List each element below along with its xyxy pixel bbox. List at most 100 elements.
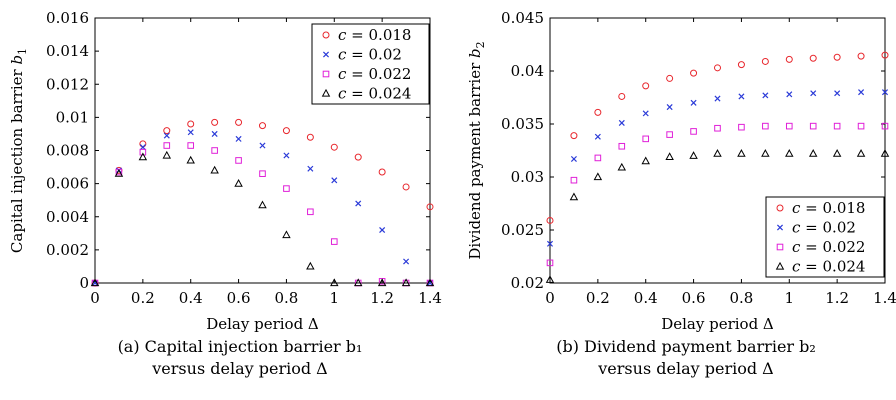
data-point [594, 108, 602, 116]
data-point [666, 104, 673, 111]
x-axis-label: Delay period Δ [206, 315, 319, 333]
data-point [186, 155, 195, 164]
data-point [425, 278, 435, 287]
data-point [379, 226, 386, 234]
series-1 [91, 129, 434, 287]
data-point [833, 53, 841, 61]
data-point [259, 122, 266, 130]
data-point [690, 128, 697, 135]
y-tick-label: 0.002 [46, 241, 89, 259]
data-point [307, 165, 314, 172]
y-tick-label: 0.02 [511, 274, 544, 292]
legend-entry-label: c = 0.022 [792, 238, 865, 256]
y-tick-label: 0.01 [56, 108, 89, 126]
y-tick-label: 0.035 [501, 115, 544, 133]
data-point [785, 149, 794, 157]
x-tick-label: 0.8 [729, 289, 753, 307]
x-tick-label: 0.6 [227, 289, 251, 307]
data-point [187, 142, 195, 149]
data-point [546, 259, 554, 267]
legend-marker [776, 204, 784, 212]
data-point [690, 69, 698, 77]
x-tick-label: 1.4 [873, 289, 896, 307]
data-point [162, 150, 172, 159]
legend-marker [776, 224, 784, 231]
legend-box [311, 23, 430, 105]
x-tick-label: 1.2 [370, 289, 394, 307]
legend-marker [321, 88, 331, 97]
legend-entry-label: c = 0.02 [338, 46, 402, 64]
data-point [570, 176, 578, 184]
data-point [569, 192, 579, 201]
x-tick-label: 0 [545, 289, 555, 307]
data-point [761, 149, 770, 157]
data-point [546, 240, 554, 247]
x-tick-label: 1 [785, 289, 795, 307]
y-axis-label: Capital injection barrier b1 [8, 48, 29, 253]
data-point [618, 92, 626, 100]
data-point [856, 149, 866, 157]
data-point [211, 147, 218, 154]
y-tick-label: 0 [79, 274, 89, 292]
data-point [641, 156, 650, 165]
data-point [331, 177, 338, 184]
data-point [617, 162, 627, 171]
y-tick-label: 0.006 [46, 175, 89, 193]
data-point [714, 124, 721, 132]
data-point [307, 208, 314, 216]
data-point [403, 258, 410, 265]
data-point [713, 149, 722, 157]
data-point [402, 183, 410, 191]
y-tick-label: 0.012 [46, 75, 89, 93]
legend-marker [322, 70, 330, 78]
y-tick-label: 0.014 [46, 42, 89, 60]
data-point [210, 165, 219, 174]
legend-entry-label: c = 0.02 [792, 219, 856, 237]
data-point [235, 118, 243, 126]
y-tick-label: 0.045 [501, 9, 544, 27]
data-point [211, 130, 218, 137]
caption-b: (b) Dividend payment barrier b₂ versus d… [486, 336, 886, 380]
data-point [187, 120, 195, 128]
legend-box [765, 196, 885, 278]
data-point [282, 230, 291, 239]
data-point [618, 119, 625, 126]
data-point [330, 143, 338, 151]
data-point [138, 152, 148, 161]
y-tick-label: 0.008 [46, 142, 89, 160]
data-point [355, 200, 362, 207]
data-point [737, 61, 745, 69]
data-point [594, 154, 602, 162]
charts-canvas: 0 0.2 0.4 0.6 0.8 1 1.2 1.4 0 0.002 0.004 0.006 0.00… [8, 9, 896, 333]
x-tick-label: 0.2 [586, 289, 610, 307]
data-point [139, 140, 147, 148]
data-point [737, 149, 746, 157]
data-point [785, 55, 793, 63]
data-point [283, 152, 290, 159]
data-point [857, 122, 865, 130]
legend-entry-label: c = 0.018 [338, 26, 411, 44]
data-point [809, 54, 817, 62]
legend: c = 0.018 c = 0.02c = 0.022 c = 0.024 [765, 196, 885, 278]
legend-entry-label: c = 0.018 [792, 199, 865, 217]
data-point [426, 203, 434, 211]
data-point [642, 110, 649, 117]
y-tick-label: 0.03 [511, 168, 544, 186]
data-point [259, 170, 266, 177]
data-point [570, 155, 577, 163]
caption-b-line1: (b) Dividend payment barrier b₂ [556, 337, 816, 356]
data-point [545, 275, 555, 283]
series-2 [546, 122, 889, 267]
series-0 [546, 51, 889, 224]
data-point [282, 127, 290, 135]
data-point [785, 122, 793, 130]
legend-marker [322, 31, 330, 39]
caption-b-line2: versus delay period Δ [598, 359, 774, 378]
data-point [689, 151, 698, 159]
legend-marker [776, 243, 784, 251]
legend-marker [775, 261, 785, 270]
x-axis-label: Delay period Δ [661, 315, 774, 333]
data-point [738, 93, 745, 100]
series-0 [91, 118, 434, 287]
